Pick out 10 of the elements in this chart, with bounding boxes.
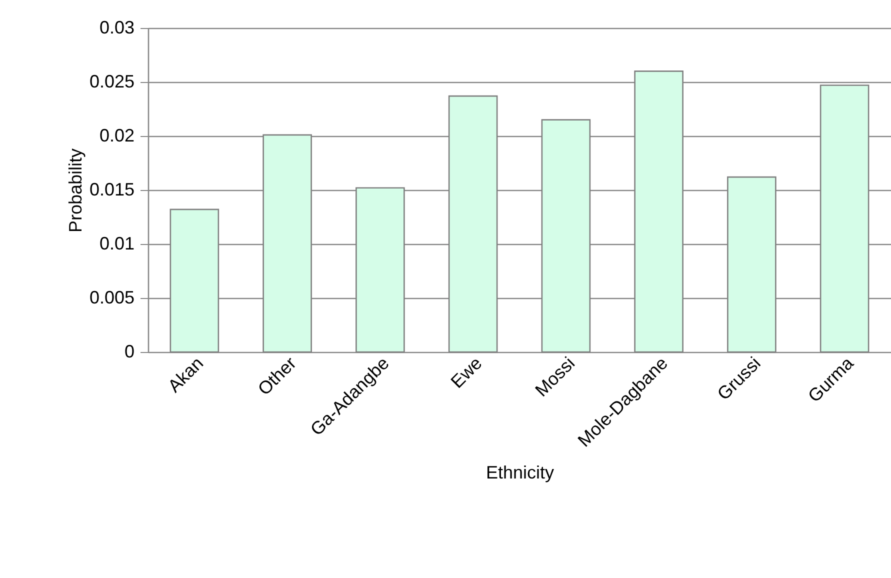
y-axis-title: Probability (65, 148, 86, 233)
y-tick-label: 0.025 (89, 72, 134, 92)
x-axis-title: Ethnicity (486, 462, 554, 483)
y-tick-label: 0.02 (99, 126, 134, 146)
y-tick-label: 0.01 (99, 234, 134, 254)
y-tick-label: 0.005 (89, 288, 134, 308)
y-tick-label: 0.015 (89, 180, 134, 200)
y-tick-label: 0.03 (99, 18, 134, 38)
x-tick-label: Ewe (446, 353, 486, 392)
y-tick-label: 0 (124, 342, 134, 362)
